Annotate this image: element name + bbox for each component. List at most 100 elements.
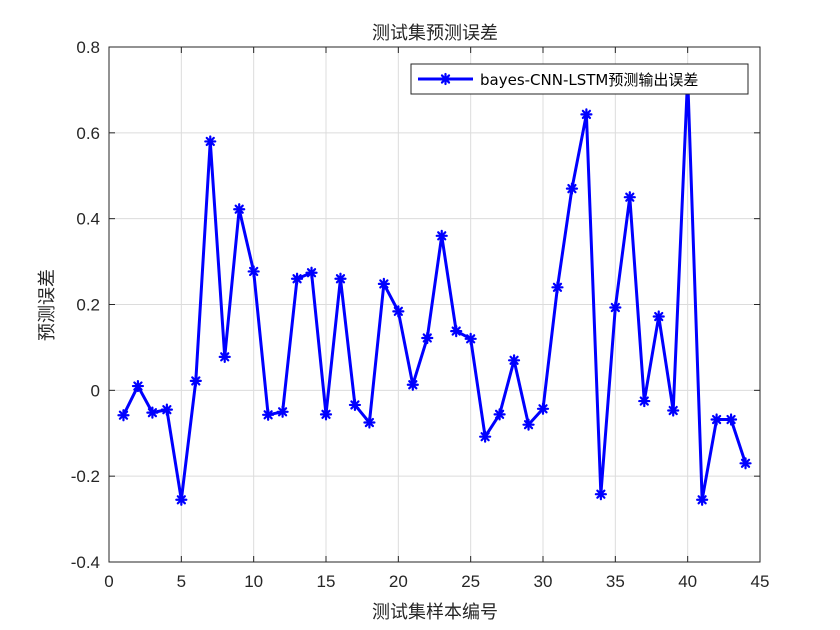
marker-stroke: [162, 405, 172, 415]
marker-stroke: [581, 109, 592, 120]
data-point-marker: [667, 404, 680, 417]
y-tick-label: -0.4: [71, 553, 100, 572]
data-point-marker: [439, 72, 452, 86]
data-point-marker: [392, 305, 405, 318]
data-point-marker: [218, 350, 231, 363]
data-point-marker: [493, 408, 506, 421]
x-tick-label: 25: [461, 572, 480, 591]
data-point-marker: [276, 405, 289, 418]
data-point-marker: [551, 281, 564, 294]
chart-title: 测试集预测误差: [372, 23, 498, 44]
marker-stroke: [654, 311, 664, 322]
data-point-marker: [696, 493, 709, 506]
marker-stroke: [393, 306, 403, 317]
x-axis-label: 测试集样本编号: [372, 602, 498, 623]
marker-stroke: [480, 432, 490, 442]
marker-stroke: [306, 268, 317, 278]
data-point-marker: [290, 272, 304, 285]
y-tick-label: 0.6: [76, 124, 100, 143]
x-tick-label: 20: [389, 572, 408, 591]
marker-stroke: [205, 136, 215, 147]
marker-stroke: [451, 326, 461, 336]
marker-stroke: [220, 352, 230, 362]
y-tick-label: -0.2: [71, 467, 100, 486]
data-point-marker: [131, 379, 145, 393]
marker-stroke: [191, 376, 201, 386]
marker-stroke: [440, 74, 451, 84]
data-point-marker: [522, 418, 535, 431]
marker-stroke: [408, 380, 418, 390]
data-point-marker: [507, 354, 521, 367]
marker-stroke: [234, 204, 244, 214]
marker-stroke: [364, 417, 375, 428]
marker-stroke: [639, 396, 649, 406]
data-point-marker: [594, 488, 607, 501]
data-point-marker: [710, 413, 723, 426]
marker-stroke: [379, 279, 389, 289]
data-point-marker: [233, 203, 246, 216]
data-point-marker: [204, 135, 217, 148]
marker-stroke: [494, 409, 505, 420]
data-point-marker: [652, 310, 665, 323]
marker-stroke: [422, 333, 432, 343]
data-point-marker: [450, 325, 463, 338]
data-point-marker: [117, 409, 130, 422]
data-point-marker: [160, 403, 173, 416]
legend-label: bayes-CNN-LSTM预测输出误差: [480, 71, 698, 89]
data-point-marker: [377, 277, 390, 290]
data-point-marker: [609, 301, 622, 314]
x-tick-label: 10: [244, 572, 263, 591]
marker-stroke: [668, 405, 678, 416]
marker-stroke: [350, 400, 360, 410]
data-point-marker: [334, 272, 347, 285]
x-tick-label: 35: [606, 572, 625, 591]
y-tick-label: 0.2: [76, 296, 100, 315]
marker-stroke: [292, 274, 302, 284]
marker-stroke: [263, 410, 273, 420]
y-tick-label: 0.4: [76, 210, 100, 229]
data-point-marker: [175, 493, 188, 506]
data-point-marker: [421, 331, 434, 345]
marker-stroke: [321, 409, 331, 420]
marker-stroke: [523, 420, 534, 430]
data-point-marker: [724, 413, 738, 426]
data-point-marker: [464, 332, 477, 345]
x-tick-label: 40: [678, 572, 697, 591]
data-point-marker: [435, 229, 448, 242]
marker-stroke: [249, 266, 259, 277]
marker-stroke: [697, 495, 707, 505]
marker-stroke: [726, 414, 736, 425]
marker-stroke: [596, 489, 606, 499]
data-point-marker: [146, 406, 159, 419]
marker-stroke: [176, 495, 186, 505]
x-tick-label: 0: [104, 572, 113, 591]
x-tick-label: 15: [317, 572, 336, 591]
series-layer: [117, 70, 752, 506]
x-tick-label: 30: [534, 572, 553, 591]
marker-stroke: [509, 355, 519, 365]
marker-stroke: [437, 231, 447, 241]
data-point-marker: [262, 408, 275, 421]
axis-ticks: 0 5 10 15 20 25 30 35 40 45 -0.4 -0.2 0 0.2 0.4 0.6 0.8: [71, 38, 770, 591]
data-point-marker: [363, 416, 376, 429]
marker-stroke: [118, 410, 129, 420]
x-tick-label: 5: [177, 572, 186, 591]
marker-stroke: [740, 458, 751, 468]
y-axis-label: 预测误差: [37, 269, 58, 341]
marker-stroke: [567, 183, 577, 194]
data-point-marker: [623, 191, 636, 204]
x-tick-label: 45: [751, 572, 770, 591]
data-point-marker: [406, 378, 419, 391]
data-point-marker: [536, 402, 550, 415]
marker-stroke: [133, 381, 143, 391]
data-point-marker: [479, 430, 492, 443]
marker-stroke: [711, 414, 722, 425]
marker-stroke: [610, 302, 620, 313]
marker-stroke: [335, 274, 346, 284]
legend-marker: [439, 72, 452, 86]
marker-stroke: [147, 408, 158, 418]
series-line: [122, 75, 747, 502]
legend: bayes-CNN-LSTM预测输出误差: [410, 63, 749, 95]
data-point-marker: [189, 374, 202, 387]
